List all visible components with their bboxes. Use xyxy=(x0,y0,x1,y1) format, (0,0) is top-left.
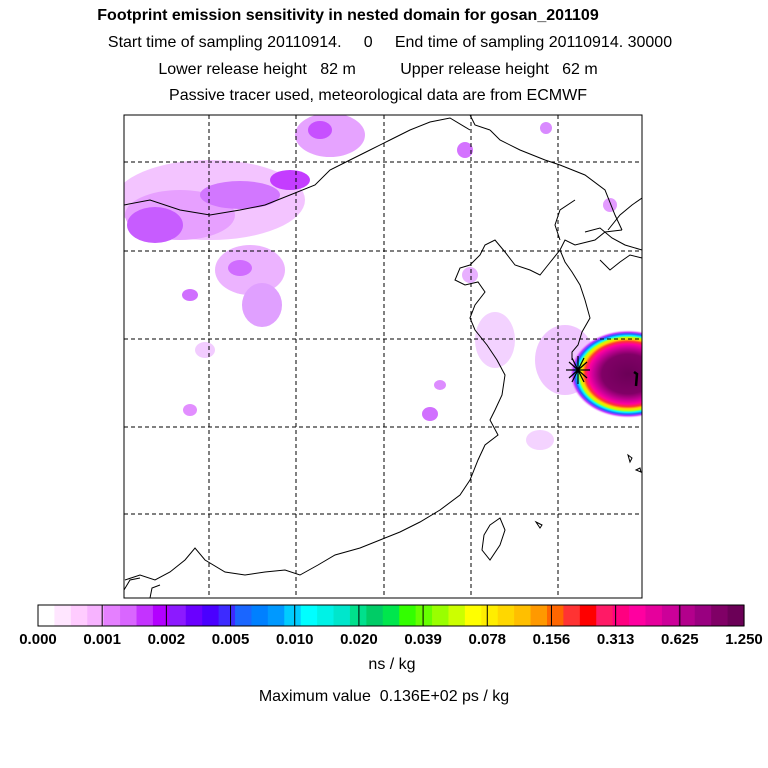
legend-swatch xyxy=(711,605,729,626)
legend-swatch xyxy=(54,605,72,626)
legend-swatch xyxy=(300,605,318,626)
legend-swatch xyxy=(612,605,630,626)
legend-swatch xyxy=(218,605,236,626)
release-height-line: Lower release height 82 m Upper release … xyxy=(158,61,598,78)
legend-swatch xyxy=(415,605,433,626)
legend-swatch xyxy=(481,605,499,626)
legend-swatch xyxy=(678,605,696,626)
map-frame xyxy=(123,114,643,599)
legend-swatch xyxy=(38,605,56,626)
map-content xyxy=(124,115,642,598)
lat-lon-grid xyxy=(124,115,642,598)
maximum-value-label: Maximum value 0.136E+02 ps / kg xyxy=(258,688,510,705)
legend-swatch xyxy=(136,605,154,626)
legend-swatch xyxy=(235,605,253,626)
legend-swatch xyxy=(284,605,302,626)
legend-swatch xyxy=(629,605,647,626)
legend-swatch xyxy=(563,605,581,626)
sampling-time-line: Start time of sampling 20110914. 0 End t… xyxy=(107,34,673,51)
legend-swatch xyxy=(382,605,400,626)
legend-tick-label: 0.020 xyxy=(340,631,378,648)
tracer-info-line: Passive tracer used, meteorological data… xyxy=(169,87,587,104)
star-marker-icon xyxy=(566,356,590,384)
legend-swatch xyxy=(579,605,597,626)
legend-tick-label: 0.000 xyxy=(19,631,57,648)
legend-swatch xyxy=(497,605,515,626)
legend-swatch xyxy=(645,605,663,626)
legend-swatch xyxy=(727,605,745,626)
legend-tick-label: 0.039 xyxy=(404,631,442,648)
legend-swatch xyxy=(464,605,482,626)
legend-swatch xyxy=(251,605,269,626)
legend-swatch xyxy=(694,605,712,626)
legend-tick-label: 0.002 xyxy=(148,631,186,648)
legend-swatch xyxy=(448,605,466,626)
legend-swatch xyxy=(202,605,220,626)
legend-swatch xyxy=(267,605,285,626)
legend-tick-label: 0.005 xyxy=(212,631,250,648)
legend-swatch xyxy=(366,605,384,626)
legend-swatch xyxy=(317,605,335,626)
legend-swatch xyxy=(514,605,532,626)
legend-swatch xyxy=(152,605,170,626)
island-outline xyxy=(633,370,639,387)
legend-tick-label: 0.313 xyxy=(597,631,635,648)
legend-swatch xyxy=(546,605,564,626)
legend-tick-label: 0.010 xyxy=(276,631,314,648)
map-title: Footprint emission sensitivity in nested… xyxy=(97,7,599,24)
plume-core xyxy=(570,330,642,418)
legend-swatch xyxy=(399,605,417,626)
legend-swatch xyxy=(169,605,187,626)
legend-tick-label: 0.625 xyxy=(661,631,699,648)
legend-swatch xyxy=(596,605,614,626)
legend-tick-label: 0.001 xyxy=(83,631,121,648)
coastlines xyxy=(124,115,642,598)
legend-tick-label: 1.250 xyxy=(725,631,763,648)
legend-swatch xyxy=(432,605,450,626)
legend-swatch xyxy=(87,605,105,626)
legend-swatch xyxy=(103,605,121,626)
legend-swatch xyxy=(661,605,679,626)
legend-unit: ns / kg xyxy=(368,656,416,673)
legend-swatch xyxy=(333,605,351,626)
legend-swatch xyxy=(185,605,203,626)
legend-swatch xyxy=(530,605,548,626)
legend-tick-label: 0.078 xyxy=(468,631,506,648)
legend-tick-label: 0.156 xyxy=(533,631,571,648)
legend-swatch xyxy=(120,605,138,626)
legend-swatch xyxy=(70,605,88,626)
